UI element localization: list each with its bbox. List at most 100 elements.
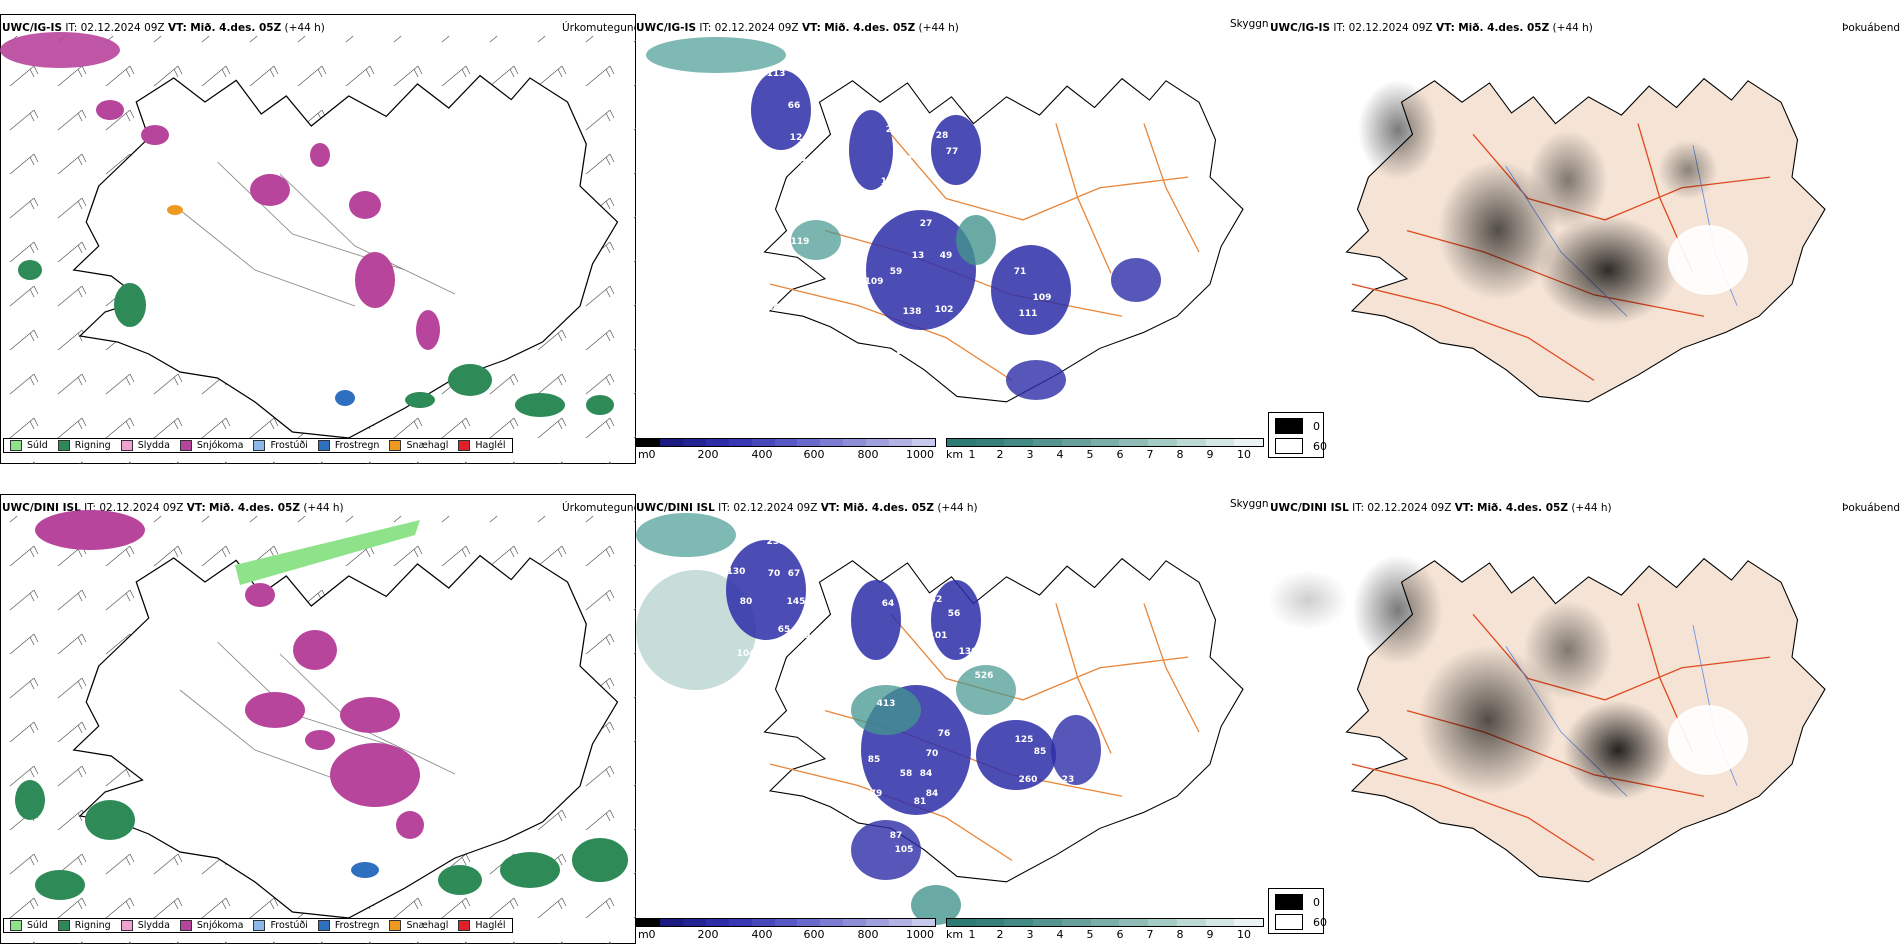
cell (912, 919, 935, 926)
cloud-value: 85 (1033, 747, 1047, 757)
fog-index-map (1268, 555, 1826, 883)
fog-legend-row: 0 (1275, 894, 1320, 910)
cloud-base-map (646, 37, 1244, 403)
cloud-value: 101 (928, 631, 948, 641)
cell (820, 439, 844, 446)
legend-item: Frostregn (317, 440, 379, 451)
legend-swatch-rain (57, 920, 70, 931)
cell (682, 439, 706, 446)
cloud-base-colorbar: m 0 200 400 600 800 1000 (636, 918, 936, 941)
row1-precip-panel: UWC/IG-IS IT: 02.12.2024 09Z VT: Mið. 4.… (0, 10, 636, 464)
cell (1119, 439, 1149, 446)
cloud-value: 76 (937, 729, 951, 739)
legend-item: Snæhagl (389, 440, 448, 451)
cloud-value: 59 (889, 267, 903, 277)
row1-cloud-header: UWC/IG-IS IT: 02.12.2024 09Z VT: Mið. 4.… (636, 22, 959, 34)
panel-title-precip: Úrkomutegund (562, 22, 636, 34)
fog-swatch-white (1275, 914, 1303, 930)
panel-title-visibility: Skyggni (1230, 498, 1268, 510)
cloud-value: 80 (809, 731, 823, 741)
legend-swatch-freezing-drizzle (253, 440, 266, 451)
cloud-value: 413 (876, 699, 896, 709)
it-value: 02.12.2024 09Z (80, 22, 165, 34)
cloud-value: 125 (868, 811, 888, 821)
cloud-value: 56 (947, 609, 961, 619)
cell (912, 439, 935, 446)
cell (659, 919, 683, 926)
cloud-value: 80 (739, 597, 753, 607)
cloud-value: 85 (757, 205, 771, 215)
cloud-value: 65 (777, 625, 791, 635)
legend-item: Snæhagl (389, 920, 448, 931)
cell (975, 439, 1005, 446)
fog-swatch-white (1275, 438, 1303, 454)
row1-precip-header: UWC/IG-IS IT: 02.12.2024 09Z VT: Mið. 4.… (2, 22, 325, 34)
cloud-value: 103 (894, 347, 914, 357)
cloud-value: 28 (885, 125, 899, 135)
cloud-value: 27 (919, 219, 933, 229)
legend-item: Súld (10, 920, 48, 931)
cloud-value: 123 (754, 675, 774, 685)
cloud-value: 70 (767, 569, 781, 579)
snow-area (0, 32, 120, 68)
legend-swatch-drizzle (10, 440, 22, 451)
cloud-value: 13 (793, 157, 807, 167)
visibility-colorbar-cells (946, 438, 1264, 447)
cell (1033, 919, 1062, 926)
cloud-value: 255 (766, 537, 786, 547)
cell (659, 439, 683, 446)
it-label: IT: (65, 22, 78, 34)
legend-item: Frostúði (253, 920, 308, 931)
cell (1176, 919, 1206, 926)
cloud-value: 84 (959, 187, 973, 197)
visibility-colorbar-cells (946, 918, 1264, 927)
cell (889, 919, 913, 926)
cell (1148, 439, 1177, 446)
cloud-value: 114 (802, 197, 822, 207)
cloud-value: 81 (913, 797, 927, 807)
legend-swatch-snow-pellets (389, 920, 402, 931)
cloud-value: 150 (880, 177, 900, 187)
cloud-value: 76 (847, 811, 861, 821)
cloud-value: 119 (790, 237, 810, 247)
fog-index-map (1345, 78, 1826, 403)
vt-label: VT: (167, 22, 187, 34)
cloud-value: 959 (730, 111, 750, 121)
cloud-value: 109 (1032, 293, 1052, 303)
cloud-value: 96 (847, 291, 861, 301)
visibility-colorbar: km 1 2 3 4 5 6 7 8 9 10 (946, 918, 1264, 941)
cell (751, 919, 775, 926)
cloud-value: 77 (927, 871, 941, 881)
legend-item: Frostregn (317, 920, 379, 931)
fog-swatch-black (1275, 418, 1303, 434)
cloud-value: 104 (772, 157, 792, 167)
legend-swatch-drizzle (10, 920, 22, 931)
cell (820, 919, 844, 926)
cloud-value: 109 (864, 277, 884, 287)
cloud-value: 104 (736, 649, 756, 659)
fog-legend: 0 60 (1268, 412, 1327, 458)
legend-item: Súld (10, 440, 48, 451)
cell (975, 919, 1005, 926)
cloud-value: 79 (869, 789, 883, 799)
cloud-value: 26 (789, 321, 803, 331)
cloud-value: 87 (889, 831, 903, 841)
cell (1234, 919, 1264, 926)
cloud-base-ticks: m 0 200 400 600 800 1000 (638, 448, 934, 461)
cloud-value: 23 (1061, 775, 1075, 785)
cloud-value: 107 (744, 147, 764, 157)
lead-time: (+44 h) (284, 22, 325, 34)
visibility-ticks: km 1 2 3 4 5 6 7 8 9 10 (946, 928, 1251, 941)
legend-swatch-hail (458, 440, 471, 451)
panel-title-fog: Þokuábendi (1842, 502, 1900, 514)
cloud-value: 526 (974, 671, 994, 681)
row2-precip-panel: UWC/DINI ISL IT: 02.12.2024 09Z VT: Mið.… (0, 490, 636, 944)
cloud-value: 98 (859, 295, 873, 305)
cell (866, 439, 890, 446)
cell (866, 919, 890, 926)
cloud-value: 160 (942, 403, 962, 413)
cell (1119, 919, 1149, 926)
legend-item: Slydda (120, 920, 170, 931)
cell (1004, 439, 1034, 446)
legend-item: Rigning (57, 440, 111, 451)
